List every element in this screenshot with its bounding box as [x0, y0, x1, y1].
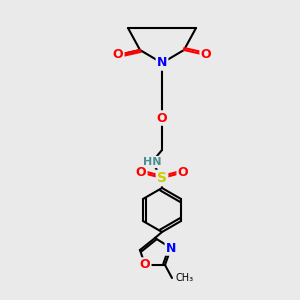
Text: S: S [157, 171, 167, 185]
Text: HN: HN [143, 157, 161, 167]
Text: CH₃: CH₃ [176, 273, 194, 283]
Text: N: N [157, 56, 167, 70]
Text: O: O [157, 112, 167, 124]
Text: O: O [113, 49, 123, 62]
Text: N: N [166, 242, 176, 254]
Text: O: O [178, 167, 188, 179]
Text: O: O [136, 167, 146, 179]
Text: O: O [201, 49, 211, 62]
Text: O: O [140, 259, 150, 272]
